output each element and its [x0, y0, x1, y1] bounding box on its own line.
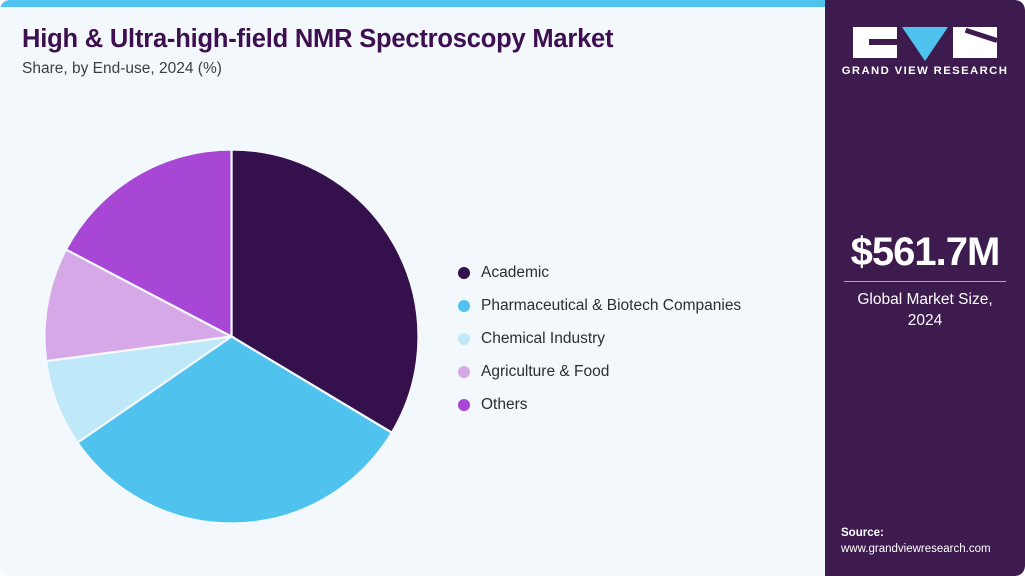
- legend-item: Academic: [458, 256, 741, 289]
- logo-letter-g-icon: [853, 27, 897, 58]
- pie-slice: [75, 335, 394, 524]
- logo-letter-r-icon: [953, 27, 997, 58]
- legend-item-label: Pharmaceutical & Biotech Companies: [481, 296, 742, 314]
- logo-triangle-v-icon: [902, 27, 948, 61]
- market-size-block: $561.7M Global Market Size, 2024: [825, 232, 1025, 332]
- title-block: High & Ultra-high-field NMR Spectroscopy…: [22, 25, 802, 79]
- legend-color-swatch-icon: [458, 266, 470, 279]
- source-block: Source: www.grandviewresearch.com: [841, 525, 1025, 558]
- legend-item-label: Others: [481, 395, 528, 413]
- pie-slice: [44, 248, 236, 363]
- legend-item: Pharmaceutical & Biotech Companies: [458, 289, 741, 322]
- page-title: High & Ultra-high-field NMR Spectroscopy…: [22, 25, 614, 53]
- source-label: Source:: [841, 526, 884, 539]
- page-subtitle: Share, by End-use, 2024 (%): [22, 60, 222, 78]
- legend-color-swatch-icon: [458, 299, 470, 312]
- legend-item: Chemical Industry: [458, 322, 741, 355]
- pie-slice-group: [44, 149, 419, 524]
- chart-legend: Academic Pharmaceutical & Biotech Compani…: [458, 256, 741, 421]
- legend-color-swatch-icon: [458, 365, 470, 378]
- main-panel: High & Ultra-high-field NMR Spectroscopy…: [0, 7, 825, 576]
- legend-item-label: Academic: [481, 263, 550, 281]
- legend-item: Agriculture & Food: [458, 355, 741, 388]
- pie-slice: [64, 149, 233, 339]
- legend-item-label: Chemical Industry: [481, 329, 606, 347]
- legend-item: Others: [458, 388, 741, 421]
- source-url: www.grandviewresearch.com: [841, 543, 991, 556]
- pie-chart: [44, 149, 419, 524]
- pie-chart-svg: [44, 149, 419, 524]
- brand-logo: GRAND VIEW RESEARCH: [825, 27, 1025, 77]
- legend-item-label: Agriculture & Food: [481, 362, 610, 380]
- brand-sidebar: GRAND VIEW RESEARCH $561.7M Global Marke…: [825, 0, 1025, 576]
- divider: [844, 281, 1006, 282]
- brand-name: GRAND VIEW RESEARCH: [841, 65, 1009, 77]
- market-size-value: $561.7M: [850, 230, 1001, 274]
- legend-color-swatch-icon: [458, 398, 470, 411]
- logo-marks: [825, 27, 1025, 61]
- top-accent-bar: [0, 0, 825, 7]
- market-size-caption: Global Market Size, 2024: [857, 291, 993, 329]
- legend-color-swatch-icon: [458, 332, 470, 345]
- pie-slice: [230, 149, 419, 435]
